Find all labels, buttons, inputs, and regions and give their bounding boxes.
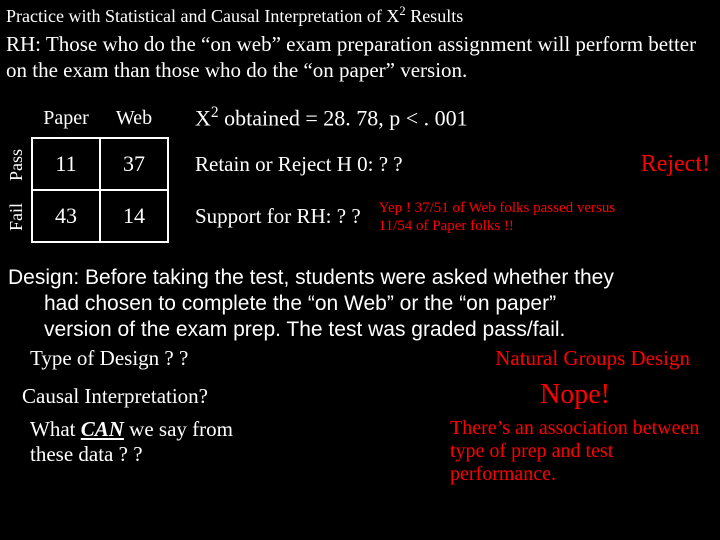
q-row-4: Causal Interpretation? Nope! [0, 371, 720, 411]
q3: Type of Design ? ? [30, 346, 188, 371]
cell-fail-web: 14 [100, 190, 168, 242]
q2: Support for RH: ? ? [195, 204, 361, 229]
contingency-table: Paper Web 11 37 43 14 [31, 104, 169, 243]
q5b: CAN [81, 417, 124, 441]
q5: What CAN we say from these data ? ? [30, 417, 290, 467]
table-row: 43 14 [32, 190, 168, 242]
q5c: we say from [124, 417, 233, 441]
col-paper: Paper [32, 104, 100, 138]
q-row-2: Support for RH: ? ? Yep ! 37/51 of Web f… [195, 191, 714, 243]
q5d: these data ? ? [30, 442, 143, 466]
design-text: Design: Before taking the test, students… [0, 247, 720, 344]
a2: Yep ! 37/51 of Web folks passed versus 1… [379, 199, 619, 235]
cell-pass-web: 37 [100, 138, 168, 190]
slide-title: Practice with Statistical and Causal Int… [0, 0, 720, 29]
questions-column: X2 obtained = 28. 78, p < . 001 Retain o… [169, 104, 714, 243]
col-web: Web [100, 104, 168, 138]
a3: Natural Groups Design [495, 346, 690, 371]
a1: Reject! [641, 151, 710, 178]
pass-label: Pass [6, 139, 27, 191]
design-line-3: version of the exam prep. The test was g… [8, 317, 710, 343]
fail-label: Fail [6, 191, 27, 243]
q1: Retain or Reject H 0: ? ? [195, 152, 403, 177]
q5a: What [30, 417, 81, 441]
title-text-b: Results [406, 6, 464, 26]
q4: Causal Interpretation? [22, 384, 208, 409]
q-row-1: Retain or Reject H 0: ? ? Reject! [195, 139, 714, 191]
cell-fail-paper: 43 [32, 190, 100, 242]
middle-section: Pass Fail Paper Web 11 37 43 14 X2 obtai… [0, 90, 720, 247]
cell-pass-paper: 11 [32, 138, 100, 190]
table-row: 11 37 [32, 138, 168, 190]
x2-b: obtained = 28. 78, p < . 001 [219, 105, 468, 130]
row-labels: Pass Fail [6, 104, 27, 243]
q-row-3: Type of Design ? ? Natural Groups Design [0, 344, 720, 371]
a5: There’s an association between type of p… [450, 417, 710, 486]
title-text-a: Practice with Statistical and Causal Int… [6, 6, 399, 26]
design-line-1: Design: Before taking the test, students… [8, 265, 710, 291]
design-line-2: had chosen to complete the “on Web” or t… [8, 291, 710, 317]
chi-square-result: X2 obtained = 28. 78, p < . 001 [195, 104, 714, 131]
design-lead: Design: [8, 266, 79, 289]
research-hypothesis: RH: Those who do the “on web” exam prepa… [0, 29, 720, 90]
x2-sup: 2 [211, 104, 219, 121]
design-l1: Before taking the test, students were as… [79, 266, 614, 289]
x2-a: X [195, 105, 211, 130]
q-row-5: What CAN we say from these data ? ? Ther… [0, 411, 720, 486]
a4: Nope! [540, 379, 610, 411]
